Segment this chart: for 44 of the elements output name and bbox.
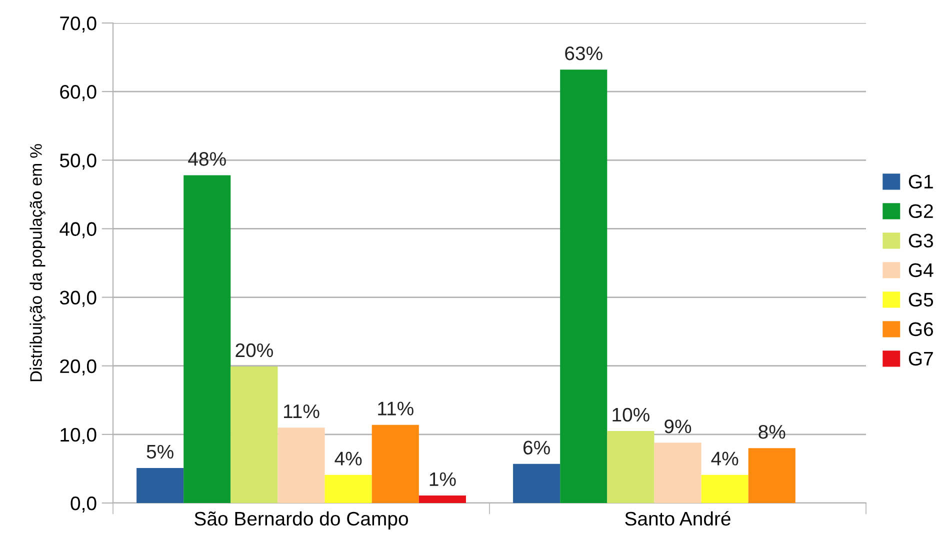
bar — [230, 366, 278, 503]
legend-label: G5 — [908, 292, 934, 307]
data-label: 11% — [284, 404, 320, 418]
legend-label: G6 — [908, 322, 933, 336]
data-label: 48% — [188, 152, 226, 166]
legend-label: G7 — [908, 352, 933, 366]
bar — [278, 428, 325, 503]
bar — [324, 474, 372, 503]
legend-label: G1 — [908, 174, 933, 189]
bar — [748, 448, 796, 503]
data-label: 4% — [711, 452, 738, 466]
bar — [136, 468, 184, 503]
data-label: 4% — [334, 452, 362, 466]
bar — [513, 464, 560, 503]
bar — [654, 442, 702, 503]
x-tick-label: Santo André — [625, 511, 730, 526]
bar — [701, 474, 748, 503]
data-label: 5% — [146, 444, 174, 459]
data-label: 9% — [664, 419, 692, 434]
bar — [607, 431, 654, 503]
y-tick-label: 70,0 — [60, 16, 96, 33]
bar — [184, 175, 231, 503]
data-label: 10% — [612, 408, 650, 422]
data-label: 63% — [565, 46, 602, 60]
bar — [372, 424, 419, 503]
y-tick-label: 60,0 — [60, 85, 96, 102]
bar — [418, 495, 466, 503]
y-tick-label: 10,0 — [60, 428, 96, 444]
y-tick-label: 40,0 — [60, 222, 96, 238]
y-tick-label: 50,0 — [60, 154, 96, 170]
data-label: 8% — [758, 424, 786, 439]
legend-label: G3 — [908, 234, 933, 248]
data-label: 11% — [378, 402, 414, 416]
data-label: 20% — [236, 343, 273, 358]
x-tick-label: São Bernardo do Campo — [194, 511, 408, 530]
bar — [560, 70, 608, 503]
y-tick-label: 30,0 — [60, 290, 96, 307]
y-tick-label: 20,0 — [60, 359, 96, 376]
data-label: 6% — [524, 440, 550, 455]
legend-label: G2 — [908, 204, 933, 218]
data-label: 1% — [430, 472, 456, 486]
y-tick-label: 0,0 — [70, 496, 96, 513]
y-axis-title: Distribuição da população em % — [30, 144, 46, 382]
legend-label: G4 — [908, 263, 934, 278]
